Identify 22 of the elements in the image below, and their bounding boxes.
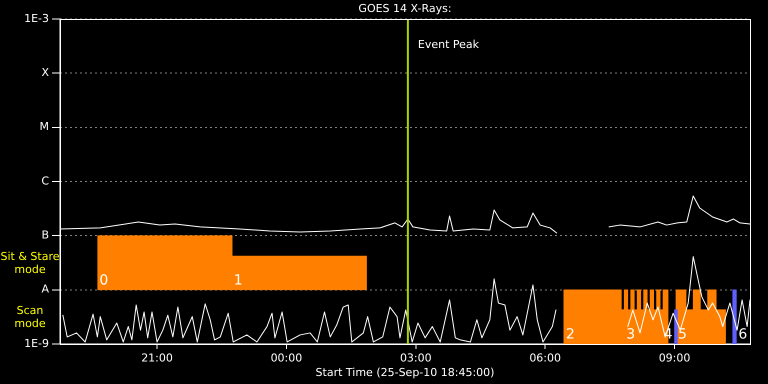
y-tick-label: A — [41, 282, 50, 296]
x-tick-label: 09:00 — [658, 351, 690, 364]
y-tick-label: B — [41, 228, 49, 242]
x-tick-label: 06:00 — [529, 351, 562, 364]
annotation: 0 — [99, 272, 108, 288]
x-tick-label: 21:00 — [141, 351, 173, 364]
annotation: 6 — [738, 326, 748, 343]
y-tick-label: 1E-9 — [24, 336, 49, 350]
annotation: 2 — [566, 326, 575, 343]
annotation: 3 — [626, 326, 636, 343]
x-tick-label: 03:00 — [400, 351, 432, 364]
chart-title: GOES 14 X-Rays: — [358, 2, 452, 15]
text: Scan mode — [13, 304, 47, 330]
text: Sit & Stare mode — [0, 250, 60, 276]
y-tick-label: C — [41, 174, 50, 188]
x-axis-title: Start Time (25-Sep-10 18:45:00) — [316, 366, 494, 379]
y-tick-label: X — [41, 66, 50, 80]
annotation: 1 — [234, 272, 243, 288]
x-tick-label: 00:00 — [270, 351, 302, 364]
ref-line-label: Event Peak — [418, 38, 480, 51]
y-tick-label: 1E-3 — [24, 12, 49, 25]
y-tick-label: M — [40, 120, 49, 134]
